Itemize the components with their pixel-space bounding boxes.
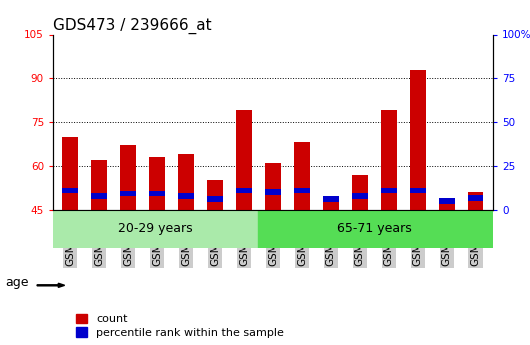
Legend: count, percentile rank within the sample: count, percentile rank within the sample — [72, 309, 288, 342]
Bar — [352, 194, 368, 199]
Bar — [149, 190, 165, 196]
Bar — [294, 188, 310, 194]
Bar — [265, 189, 281, 195]
Bar — [63, 137, 78, 209]
Text: 65-71 years: 65-71 years — [337, 223, 412, 235]
Bar — [410, 69, 426, 209]
Bar — [467, 192, 483, 209]
Bar — [323, 198, 339, 209]
Bar — [410, 188, 426, 194]
Bar — [120, 145, 136, 209]
Bar — [207, 180, 223, 209]
Bar — [207, 196, 223, 202]
Bar — [265, 163, 281, 209]
Bar — [323, 196, 339, 202]
Bar — [381, 110, 396, 209]
Bar — [120, 190, 136, 196]
Bar — [259, 209, 493, 248]
Bar — [381, 188, 396, 194]
Bar — [91, 194, 107, 199]
Bar — [178, 194, 194, 199]
Bar — [294, 142, 310, 209]
Bar — [53, 209, 259, 248]
Bar — [467, 195, 483, 201]
Text: GDS473 / 239666_at: GDS473 / 239666_at — [53, 18, 211, 34]
Bar — [91, 160, 107, 209]
Bar — [439, 198, 455, 204]
Bar — [236, 110, 252, 209]
Text: 20-29 years: 20-29 years — [118, 223, 193, 235]
Bar — [352, 175, 368, 209]
Bar — [63, 188, 78, 194]
Text: age: age — [5, 276, 29, 289]
Bar — [439, 201, 455, 209]
Bar — [178, 154, 194, 209]
Bar — [149, 157, 165, 209]
Bar — [236, 188, 252, 194]
